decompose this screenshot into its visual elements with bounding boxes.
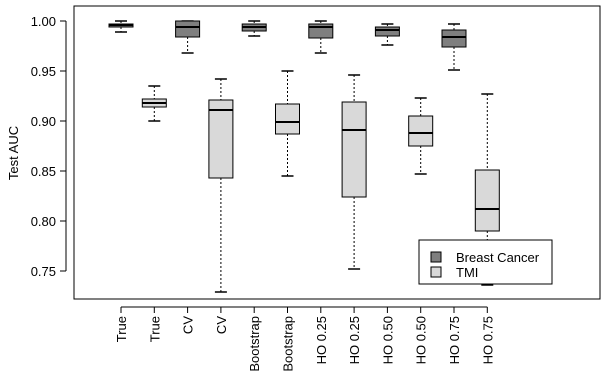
box-iqr bbox=[275, 103, 300, 135]
box-tmi bbox=[341, 74, 367, 270]
y-tick-label: 0.80 bbox=[31, 214, 56, 229]
x-tick-label: HO 0.25 bbox=[314, 316, 329, 364]
box-breast_cancer bbox=[108, 20, 134, 33]
box-iqr bbox=[175, 20, 201, 38]
box-breast_cancer bbox=[374, 23, 400, 46]
x-tick-label: HO 0.50 bbox=[380, 316, 395, 364]
x-tick-label: CV bbox=[214, 316, 229, 334]
box-iqr bbox=[408, 115, 434, 147]
y-tick-label: 0.75 bbox=[31, 264, 56, 279]
y-tick-label: 1.00 bbox=[31, 14, 56, 29]
box-breast_cancer bbox=[241, 20, 267, 37]
legend-swatch-tmi bbox=[430, 266, 442, 278]
box-tmi bbox=[474, 93, 500, 286]
x-tick-label: True bbox=[114, 316, 129, 342]
x-axis: True True CV CV Bootstrap Bootstrap HO 0.25 HO … bbox=[114, 306, 495, 372]
legend-swatch-breast-cancer bbox=[430, 251, 442, 263]
x-tick-label: CV bbox=[181, 316, 196, 334]
box-iqr bbox=[374, 26, 400, 37]
box-tmi bbox=[275, 70, 300, 177]
x-tick-label: Bootstrap bbox=[247, 316, 262, 372]
box-breast_cancer bbox=[175, 20, 201, 54]
legend: Breast Cancer TMI bbox=[418, 239, 553, 285]
y-tick-label: 0.85 bbox=[31, 164, 56, 179]
box-iqr bbox=[341, 101, 367, 198]
x-tick-label: True bbox=[147, 316, 162, 342]
legend-label-tmi: TMI bbox=[456, 265, 478, 280]
legend-label-breast-cancer: Breast Cancer bbox=[456, 250, 540, 265]
x-tick-label: HO 0.25 bbox=[347, 316, 362, 364]
plot-frame bbox=[73, 5, 601, 300]
box-breast_cancer bbox=[441, 23, 467, 71]
box-group bbox=[108, 20, 500, 293]
box-iqr bbox=[208, 99, 234, 179]
box-iqr bbox=[441, 29, 467, 48]
x-tick-label: HO 0.75 bbox=[480, 316, 495, 364]
box-tmi bbox=[408, 97, 434, 175]
x-tick-label: Bootstrap bbox=[281, 316, 296, 372]
y-tick-label: 0.90 bbox=[31, 114, 56, 129]
y-axis: 0.75 0.80 0.85 0.90 0.95 1.00 bbox=[31, 14, 67, 279]
x-tick-label: HO 0.75 bbox=[447, 316, 462, 364]
x-tick-label: HO 0.50 bbox=[414, 316, 429, 364]
box-tmi bbox=[141, 85, 167, 122]
box-tmi bbox=[208, 78, 234, 293]
box-breast_cancer bbox=[308, 20, 334, 54]
y-axis-label: Test AUC bbox=[6, 126, 21, 180]
box-iqr bbox=[474, 169, 500, 232]
y-tick-label: 0.95 bbox=[31, 64, 56, 79]
